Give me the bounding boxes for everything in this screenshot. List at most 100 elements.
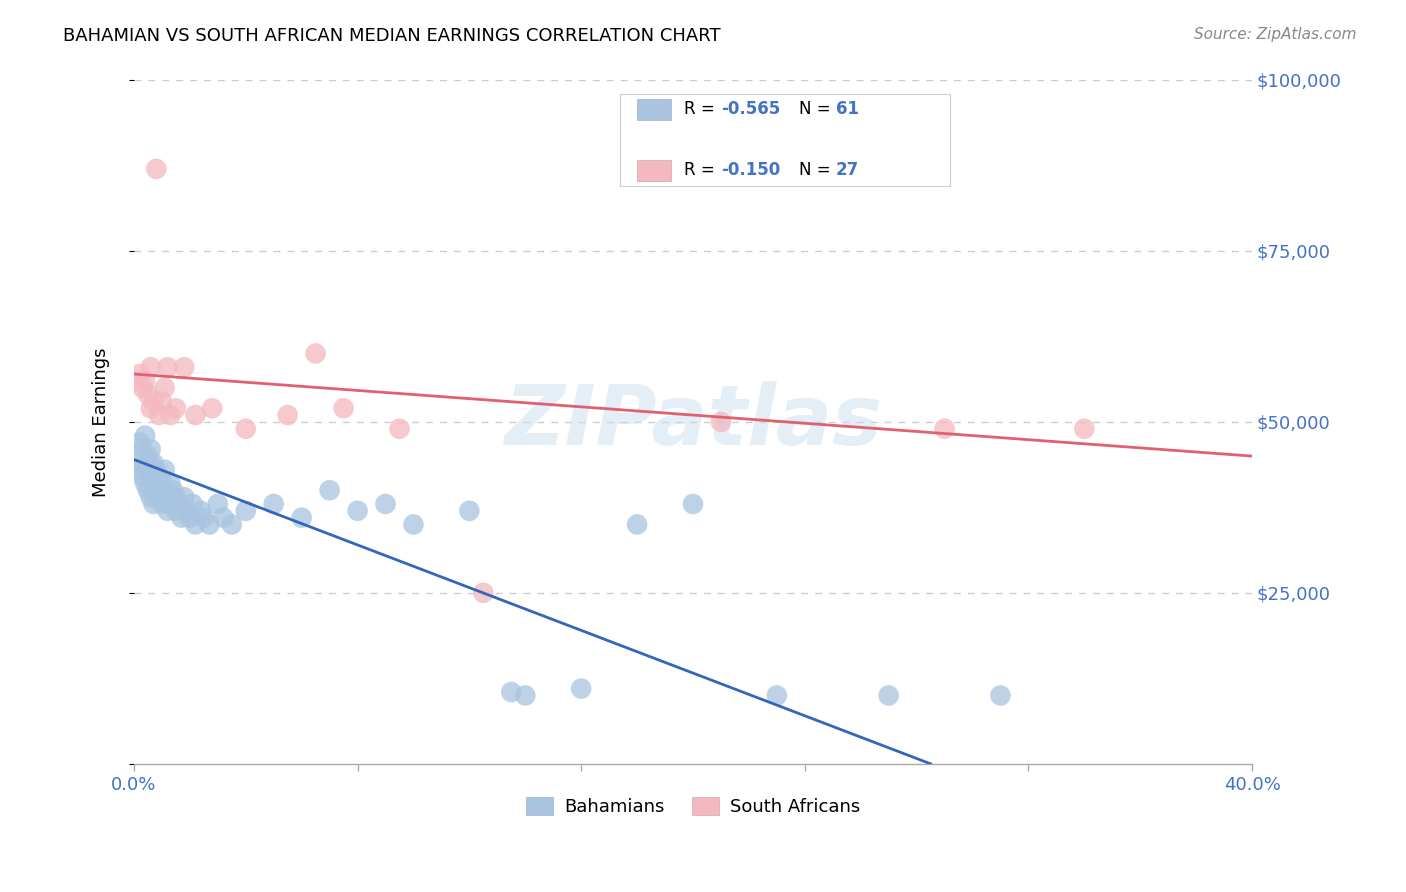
Point [1073,422,1095,436]
Point [682,497,704,511]
Point [139,490,162,504]
Point [626,517,648,532]
Point [388,422,411,436]
Point [136,483,159,498]
Point [181,497,204,511]
Point [136,387,159,401]
Point [148,469,170,483]
Point [134,374,156,388]
Point [165,504,187,518]
Y-axis label: Median Earnings: Median Earnings [93,347,110,497]
Point [710,415,733,429]
Text: 61: 61 [837,101,859,119]
Point [148,490,170,504]
Point [150,394,173,409]
Point [346,504,368,518]
FancyBboxPatch shape [620,94,950,186]
Text: R =: R = [685,101,720,119]
Point [184,517,207,532]
Point [125,456,148,470]
Text: 27: 27 [837,161,859,179]
Point [128,463,150,477]
Point [142,456,165,470]
Point [139,469,162,483]
Point [766,689,789,703]
Point [201,401,224,416]
Point [304,346,326,360]
Text: N =: N = [799,161,837,179]
Point [142,394,165,409]
Point [159,476,181,491]
Point [402,517,425,532]
Point [472,586,495,600]
Point [165,490,187,504]
Point [198,517,221,532]
Point [139,360,162,375]
Point [193,510,215,524]
Point [277,408,299,422]
Point [458,504,481,518]
Text: -0.150: -0.150 [721,161,780,179]
Bar [637,99,671,120]
Point [156,490,179,504]
Text: ZIPatlas: ZIPatlas [505,382,882,462]
Text: Source: ZipAtlas.com: Source: ZipAtlas.com [1194,27,1357,42]
Point [515,689,537,703]
Point [131,469,153,483]
Point [134,428,156,442]
Point [125,374,148,388]
Point [128,367,150,381]
Point [221,517,243,532]
Point [150,497,173,511]
Text: N =: N = [799,101,837,119]
Point [569,681,592,696]
Point [131,442,153,457]
Text: BAHAMIAN VS SOUTH AFRICAN MEDIAN EARNINGS CORRELATION CHART: BAHAMIAN VS SOUTH AFRICAN MEDIAN EARNING… [63,27,721,45]
Point [291,510,314,524]
Point [167,497,190,511]
Point [142,476,165,491]
Point [318,483,340,498]
Legend: Bahamians, South Africans: Bahamians, South Africans [519,789,868,823]
Point [877,689,900,703]
Point [139,442,162,457]
Point [153,381,176,395]
Point [173,490,195,504]
Point [165,401,187,416]
Point [131,381,153,395]
Point [136,449,159,463]
Point [170,510,193,524]
Point [145,483,167,498]
Point [134,476,156,491]
Point [136,463,159,477]
Point [134,456,156,470]
Point [501,685,523,699]
Point [263,497,285,511]
Point [990,689,1012,703]
Text: -0.565: -0.565 [721,101,780,119]
Point [184,408,207,422]
Point [128,435,150,450]
Point [139,401,162,416]
Point [159,497,181,511]
Text: R =: R = [685,161,720,179]
Point [235,422,257,436]
Point [148,408,170,422]
Point [156,360,179,375]
Point [212,510,235,524]
Bar [637,160,671,180]
Point [190,504,212,518]
Point [142,497,165,511]
Point [150,476,173,491]
Point [159,408,181,422]
Point [176,504,198,518]
Point [162,483,184,498]
Point [145,161,167,176]
Point [934,422,956,436]
Point [153,463,176,477]
Point [145,463,167,477]
Point [374,497,396,511]
Point [153,483,176,498]
Point [235,504,257,518]
Point [332,401,354,416]
